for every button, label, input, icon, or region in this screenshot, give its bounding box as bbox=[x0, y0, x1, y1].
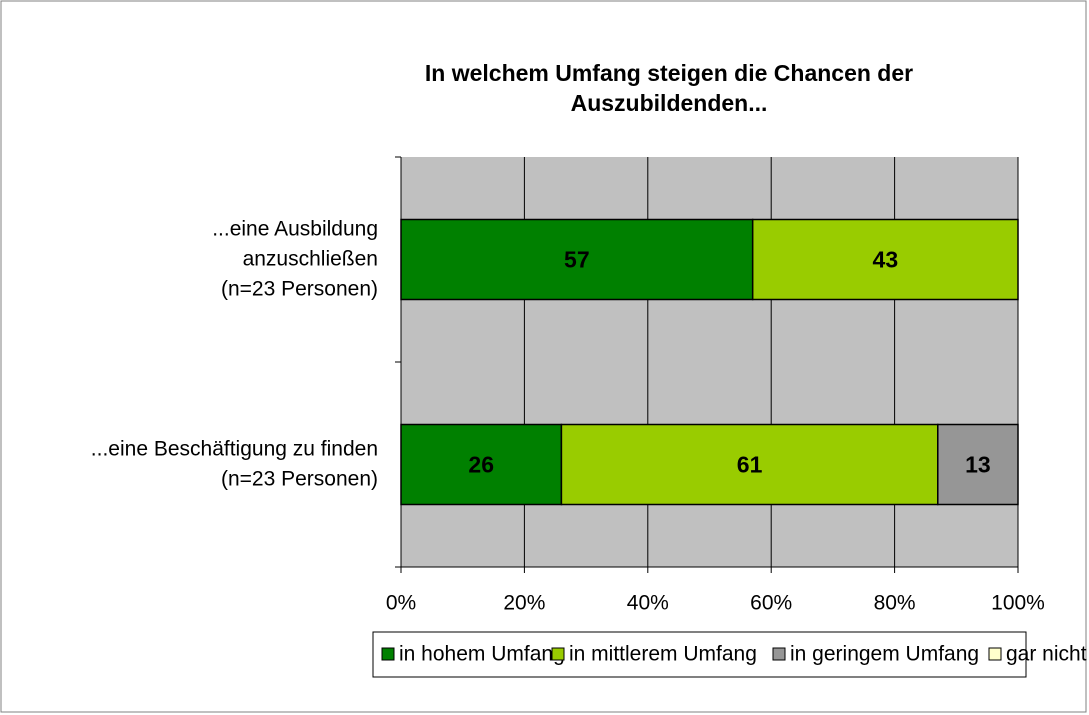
data-label: 57 bbox=[564, 247, 590, 273]
x-tick-label: 60% bbox=[750, 592, 792, 615]
plot-area bbox=[401, 157, 1018, 567]
x-tick-label: 100% bbox=[991, 592, 1045, 615]
legend-box bbox=[372, 631, 1027, 678]
bar-segment bbox=[400, 423, 563, 506]
legend-swatch bbox=[381, 647, 395, 661]
y-tick-label: ...eine Ausbildung anzuschließen (n=23 Per… bbox=[212, 217, 378, 300]
data-label: 43 bbox=[873, 247, 899, 273]
x-tick-label: 20% bbox=[503, 592, 545, 615]
legend-swatch bbox=[551, 647, 565, 661]
data-label: 13 bbox=[965, 452, 991, 478]
x-tick-label: 0% bbox=[386, 592, 416, 615]
legend-swatch bbox=[772, 647, 786, 661]
bar-segment bbox=[751, 218, 1019, 301]
y-tick-label: ...eine Beschäftigung zu finden (n=23 Per… bbox=[91, 437, 378, 490]
chart-title: In welchem Umfang steigen die Chancen de… bbox=[425, 60, 913, 116]
bar-segment bbox=[937, 423, 1019, 506]
x-tick-label: 40% bbox=[627, 592, 669, 615]
legend-label: in hohem Umfang bbox=[399, 643, 565, 666]
legend-label: gar nicht bbox=[1006, 643, 1087, 666]
bar-segment bbox=[400, 218, 754, 301]
bar-segment bbox=[560, 423, 939, 506]
data-label: 26 bbox=[468, 452, 494, 478]
legend-swatch bbox=[988, 647, 1002, 661]
legend-label: in mittlerem Umfang bbox=[569, 643, 757, 666]
legend-label: in geringem Umfang bbox=[790, 643, 979, 666]
x-tick-label: 80% bbox=[874, 592, 916, 615]
data-label: 61 bbox=[737, 452, 763, 478]
